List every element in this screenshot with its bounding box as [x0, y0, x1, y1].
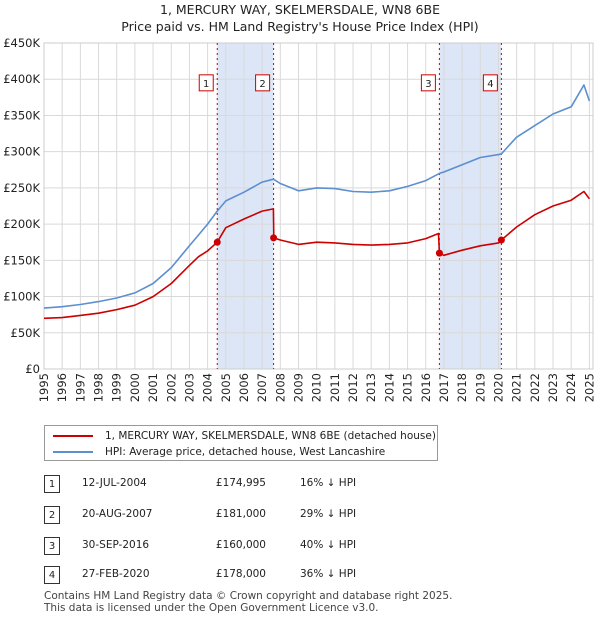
sale-point [270, 234, 278, 242]
x-tick-label: 2011 [328, 373, 342, 402]
legend-label-property: 1, MERCURY WAY, SKELMERSDALE, WN8 6BE (d… [105, 430, 436, 442]
x-tick-label: 2016 [419, 373, 433, 402]
highlight-span [217, 43, 274, 369]
transaction-number: 4 [44, 566, 60, 584]
legend-item-property: 1, MERCURY WAY, SKELMERSDALE, WN8 6BE (d… [53, 428, 436, 444]
chart-subtitle: Price paid vs. HM Land Registry's House … [121, 19, 478, 34]
transaction-date: 30-SEP-2016 [82, 539, 150, 551]
y-tick-label: £350K [3, 108, 40, 122]
sale-points [213, 234, 505, 257]
sale-marker-box [198, 74, 214, 92]
y-tick-label: £250K [3, 181, 40, 195]
x-tick-label: 2021 [510, 373, 524, 402]
hpi-line [43, 84, 591, 309]
x-tick-label: 2000 [128, 373, 142, 402]
x-tick-label: 2025 [582, 373, 596, 402]
sale-marker-box [482, 74, 498, 92]
x-tick-label: 2003 [182, 373, 196, 402]
highlight-span [439, 43, 502, 369]
x-tick-label: 2014 [382, 373, 396, 402]
plot-frame [43, 42, 594, 370]
legend: 1, MERCURY WAY, SKELMERSDALE, WN8 6BE (d… [44, 425, 438, 461]
x-tick-label: 2008 [273, 373, 287, 402]
chart-title: 1, MERCURY WAY, SKELMERSDALE, WN8 6BE [160, 2, 440, 17]
y-tick-label: £200K [3, 217, 40, 231]
transaction-date: 20-AUG-2007 [82, 508, 153, 520]
transaction-price: £181,000 [215, 508, 266, 520]
grid [43, 42, 594, 370]
x-tick-label: 2017 [437, 373, 451, 402]
y-tick-label: £100K [3, 290, 40, 304]
x-tick-label: 1997 [73, 373, 87, 402]
x-tick-label: 1998 [92, 373, 106, 402]
sale-point [213, 238, 221, 246]
sale-boxes: 1 2 3 4 [198, 74, 498, 92]
x-tick-label: 2024 [564, 373, 578, 402]
footer: Contains HM Land Registry data © Crown c… [44, 590, 452, 614]
y-tick-label: £400K [3, 72, 40, 86]
x-tick-label: 2005 [219, 373, 233, 402]
transaction-price: £160,000 [215, 539, 266, 551]
highlight-spans [217, 43, 502, 369]
transaction-hpi: 36% ↓ HPI [300, 568, 357, 580]
sale-marker-label: 1 [203, 79, 209, 90]
transaction-date: 12-JUL-2004 [82, 477, 147, 489]
legend-item-hpi: HPI: Average price, detached house, West… [53, 444, 385, 460]
x-tick-label: 2007 [255, 373, 269, 402]
x-tick-label: 2019 [473, 373, 487, 402]
sale-marker-label: 4 [487, 79, 493, 90]
y-tick-label: £50K [11, 326, 41, 340]
x-tick-label: 2006 [237, 373, 251, 402]
sale-marker-box [255, 74, 271, 92]
transaction-date: 27-FEB-2020 [82, 568, 150, 580]
x-tick-label: 1999 [110, 373, 124, 402]
transaction-hpi: 40% ↓ HPI [300, 539, 357, 551]
transaction-hpi: 29% ↓ HPI [300, 508, 357, 520]
footer-line-2: This data is licensed under the Open Gov… [44, 602, 379, 614]
x-tick-label: 2001 [146, 373, 160, 402]
transaction-number: 1 [44, 475, 60, 493]
transaction-number: 3 [44, 537, 60, 555]
chart: 1, MERCURY WAY, SKELMERSDALE, WN8 6BE Pr… [3, 2, 596, 402]
x-tick-label: 2010 [310, 373, 324, 402]
x-tick-label: 2023 [546, 373, 560, 402]
legend-swatch-hpi [53, 451, 93, 453]
x-tick-label: 2004 [201, 373, 215, 402]
x-tick-label: 2018 [455, 373, 469, 402]
y-axis: £0 £50K £100K £150K £200K £250K £300K £350K £400… [3, 36, 40, 376]
y-tick-label: £0 [25, 362, 40, 376]
x-tick-label: 2022 [528, 373, 542, 402]
x-tick-label: 2012 [346, 373, 360, 402]
transaction-price: £174,995 [215, 477, 266, 489]
sale-marker-label: 2 [259, 79, 265, 90]
sale-marker-box [420, 74, 436, 92]
x-tick-label: 1995 [37, 373, 51, 402]
sale-point [497, 236, 505, 244]
x-tick-label: 2013 [364, 373, 378, 402]
sale-point [435, 249, 443, 257]
sale-marker-label: 3 [425, 79, 431, 90]
x-tick-label: 1996 [55, 373, 69, 402]
y-tick-label: £300K [3, 145, 40, 159]
y-tick-label: £150K [3, 253, 40, 267]
x-tick-label: 2009 [292, 373, 306, 402]
transaction-price: £178,000 [215, 568, 266, 580]
y-tick-label: £450K [3, 36, 40, 50]
transaction-number: 2 [44, 506, 60, 524]
x-axis: 1995 1996 1997 1998 1999 2000 2001 2002 2003 2004… [37, 373, 596, 402]
x-tick-label: 2020 [491, 373, 505, 402]
legend-swatch-property [53, 435, 93, 437]
sale-vlines [216, 43, 502, 369]
legend-label-hpi: HPI: Average price, detached house, West… [105, 446, 386, 458]
x-tick-label: 2002 [164, 373, 178, 402]
footer-line-1: Contains HM Land Registry data © Crown c… [44, 590, 453, 602]
transaction-hpi: 16% ↓ HPI [300, 477, 357, 489]
x-tick-label: 2015 [401, 373, 415, 402]
